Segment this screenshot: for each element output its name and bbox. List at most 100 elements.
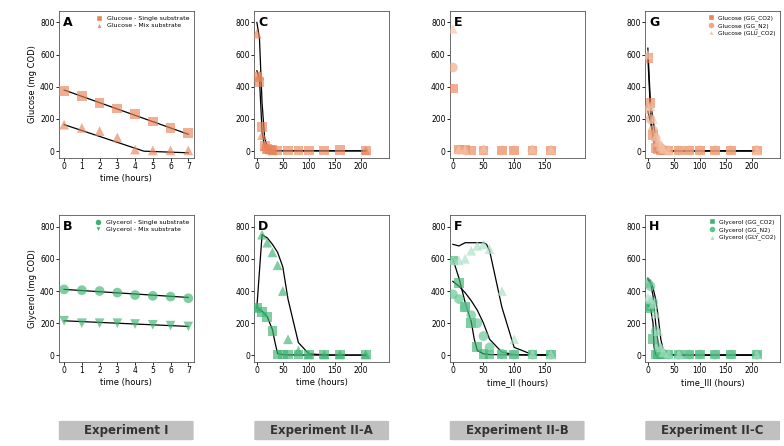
Point <box>333 351 346 358</box>
Point <box>673 351 685 358</box>
Point <box>303 351 315 358</box>
Point <box>693 147 706 154</box>
Point <box>263 146 276 153</box>
Legend: Glycerol (GG_CO2), Glycerol (GG_N2), Glycerol (GLY_CO2): Glycerol (GG_CO2), Glycerol (GG_N2), Gly… <box>705 218 777 241</box>
Point <box>693 351 706 358</box>
Point <box>75 92 88 99</box>
Point <box>165 147 177 154</box>
Point <box>655 147 667 154</box>
Point <box>452 146 465 153</box>
Point <box>750 147 763 154</box>
Legend: Glycerol - Single substrate, Glycerol - Mix substrate: Glycerol - Single substrate, Glycerol - … <box>90 219 191 234</box>
Point <box>526 147 539 154</box>
Point <box>483 246 495 253</box>
Point <box>526 350 539 357</box>
Point <box>261 239 274 246</box>
Point <box>657 147 670 154</box>
Point <box>261 145 274 153</box>
Point <box>652 351 665 358</box>
Point <box>545 351 557 358</box>
Point <box>129 292 141 299</box>
Point <box>253 72 266 79</box>
Point <box>655 145 667 152</box>
Point <box>471 320 484 327</box>
Point <box>477 333 490 340</box>
Point <box>662 350 675 357</box>
Point <box>266 147 278 154</box>
Point <box>495 147 508 154</box>
Point <box>655 349 667 356</box>
Text: Experiment II-A: Experiment II-A <box>270 424 373 437</box>
Point <box>709 147 721 154</box>
Point <box>673 147 685 154</box>
Point <box>709 147 721 154</box>
Point <box>641 279 654 286</box>
Point <box>483 344 495 351</box>
Point <box>182 129 194 136</box>
Point <box>93 320 106 327</box>
Text: Experiment I: Experiment I <box>84 424 169 437</box>
Point <box>693 351 706 358</box>
Point <box>545 351 557 358</box>
Point <box>683 147 695 154</box>
Point <box>75 287 88 294</box>
Point <box>318 351 331 358</box>
Point <box>477 350 490 357</box>
Point <box>545 147 557 154</box>
Point <box>271 147 284 154</box>
Point <box>683 147 695 154</box>
Point <box>750 351 763 358</box>
Point <box>649 328 662 335</box>
Point <box>724 147 737 154</box>
Point <box>256 308 268 315</box>
FancyBboxPatch shape <box>254 421 389 440</box>
Point <box>277 287 289 294</box>
Point <box>465 147 477 154</box>
Point <box>447 257 459 264</box>
Point <box>657 350 670 357</box>
Point <box>662 351 675 358</box>
Point <box>649 133 662 140</box>
Point <box>93 287 106 294</box>
Point <box>526 351 539 358</box>
Point <box>360 147 372 154</box>
Point <box>673 351 685 358</box>
Text: G: G <box>649 16 659 29</box>
Point <box>724 351 737 358</box>
X-axis label: time (hours): time (hours) <box>100 378 152 387</box>
Point <box>647 336 659 343</box>
Point <box>647 127 659 134</box>
Point <box>526 351 539 358</box>
Point <box>471 344 484 351</box>
Point <box>662 147 675 154</box>
Point <box>93 128 106 135</box>
Point <box>261 145 274 153</box>
Point <box>111 105 124 112</box>
Point <box>657 145 670 153</box>
Point <box>147 321 159 328</box>
Point <box>750 147 763 154</box>
Point <box>259 143 271 150</box>
Point <box>182 295 194 302</box>
Point <box>508 351 521 358</box>
Point <box>111 320 124 327</box>
Point <box>111 134 124 141</box>
Point <box>647 132 659 139</box>
Point <box>58 286 71 293</box>
Point <box>165 293 177 300</box>
Point <box>266 146 278 153</box>
Text: Experiment II-B: Experiment II-B <box>466 424 568 437</box>
Point <box>318 147 331 154</box>
Point <box>657 146 670 153</box>
Text: H: H <box>649 220 659 233</box>
Point <box>683 351 695 358</box>
Point <box>649 310 662 317</box>
Point <box>477 241 490 248</box>
Point <box>673 351 685 358</box>
Point <box>292 347 305 354</box>
Text: D: D <box>259 220 269 233</box>
Point <box>649 145 662 152</box>
Point <box>652 344 665 351</box>
Point <box>545 147 557 154</box>
Point <box>724 147 737 154</box>
